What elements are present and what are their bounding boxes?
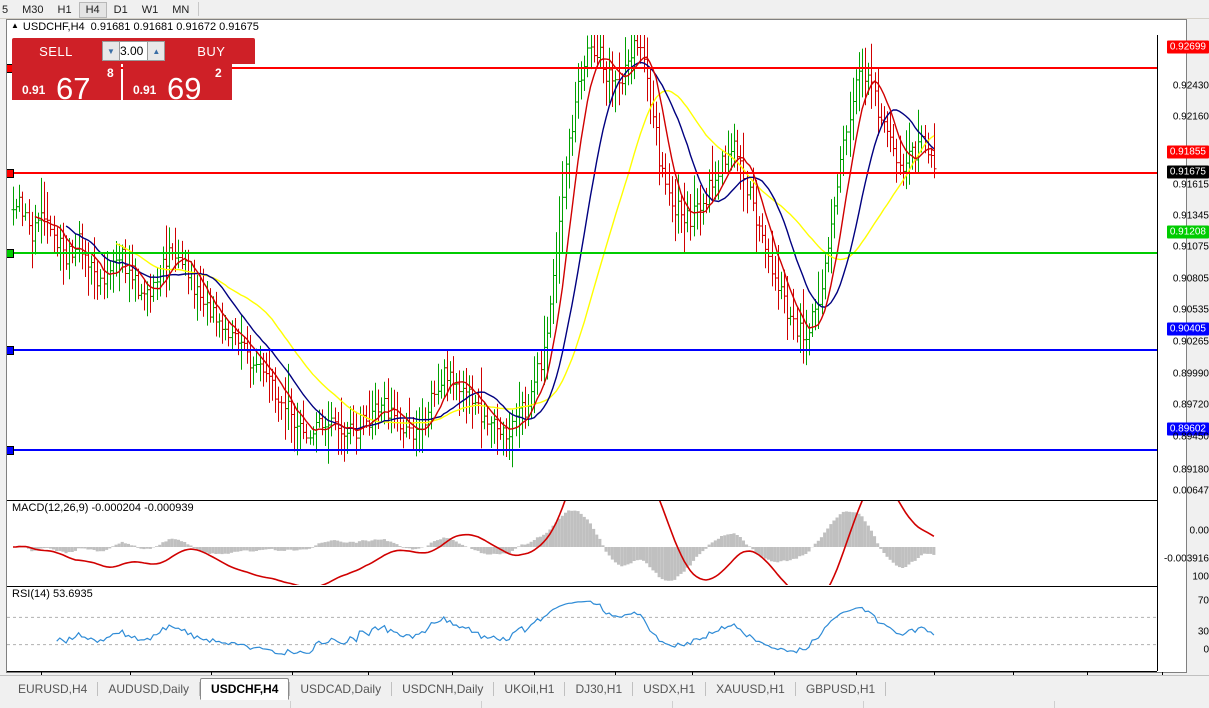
price-tick: 0.90405 [1167,323,1209,336]
price-tick: 0.89180 [1173,465,1209,476]
timeframe-w1[interactable]: W1 [135,2,166,18]
symbol-tab-usdx-h1[interactable]: USDX,H1 [633,679,705,699]
price-pane[interactable] [7,35,1157,498]
price-tick: 0.89990 [1173,369,1209,380]
level-line-resistance-mid[interactable] [7,172,1157,174]
rsi-tick: 30 [1198,627,1209,638]
buy-price-prefix: 0.91 [133,83,156,97]
macd-tick: 0.00647 [1173,486,1209,497]
timeframe-m30[interactable]: M30 [15,2,50,18]
rsi-tick: 100 [1192,572,1209,583]
one-click-trading-panel[interactable]: SELL ▼ 3.00 ▲ BUY 0.91 67 8 0.91 69 2 [12,38,232,100]
buy-price-tile[interactable]: 0.91 69 2 [123,64,232,100]
chart-ohlc-values: 0.91681 0.91681 0.91672 0.91675 [91,21,259,33]
symbol-tab-usdcnh-daily[interactable]: USDCNH,Daily [392,679,493,699]
volume-decrease-icon[interactable]: ▼ [102,41,120,61]
sell-price-tile[interactable]: 0.91 67 8 [12,64,121,100]
one-click-trading-top-row: SELL ▼ 3.00 ▲ BUY [12,38,232,64]
macd-pane[interactable]: MACD(12,26,9) -0.000204 -0.000939 [7,500,1157,586]
volume-stepper[interactable]: ▼ 3.00 ▲ [100,38,167,64]
sell-button[interactable]: SELL [12,38,100,64]
level-handle[interactable] [7,446,14,455]
macd-tick: 0.00 [1190,526,1209,537]
symbol-tab-usdchf-h4[interactable]: USDCHF,H4 [200,678,289,700]
one-click-trading-prices: 0.91 67 8 0.91 69 2 [12,64,232,100]
volume-increase-icon[interactable]: ▲ [147,41,165,61]
level-line-support-green[interactable] [7,252,1157,254]
timeframe-mn[interactable]: MN [165,2,196,18]
buy-button[interactable]: BUY [167,38,255,64]
buy-price-main: 69 [167,72,201,100]
rsi-pane[interactable]: RSI(14) 53.6935 [7,586,1157,672]
sell-price-fraction: 8 [107,66,114,80]
price-tick: 0.89720 [1173,400,1209,411]
collapse-triangle-icon[interactable]: ▲ [11,21,19,30]
macd-tick: -0.003916 [1164,554,1209,565]
symbol-tab-usdcad-daily[interactable]: USDCAD,Daily [290,679,391,699]
timeframe-h4[interactable]: H4 [79,2,107,18]
level-handle[interactable] [7,346,14,355]
price-tick: 0.91345 [1173,211,1209,222]
price-tick: 0.90535 [1173,305,1209,316]
price-tick: 0.92430 [1173,81,1209,92]
rsi-tick: 0 [1203,645,1209,656]
price-tick: 0.91208 [1167,226,1209,239]
macd-label: MACD(12,26,9) -0.000204 -0.000939 [12,502,194,514]
price-tick: 0.91075 [1173,242,1209,253]
chart-window[interactable]: ▲ USDCHF,H4 0.91681 0.91681 0.91672 0.9167… [6,19,1187,673]
level-line-support-blue-upper[interactable] [7,349,1157,351]
symbol-tab-dj30-h1[interactable]: DJ30,H1 [565,679,632,699]
price-tick: 0.92699 [1167,41,1209,54]
chart-title-bar: ▲ USDCHF,H4 0.91681 0.91681 0.91672 0.9167… [7,20,259,36]
symbol-tab-xauusd-h1[interactable]: XAUUSD,H1 [706,679,795,699]
symbol-tab-gbpusd-h1[interactable]: GBPUSD,H1 [796,679,885,699]
tab-divider [885,682,886,696]
price-chart-svg [7,35,1157,498]
price-tick: 0.92160 [1173,112,1209,123]
price-tick: 0.91855 [1167,146,1209,159]
symbol-tab-ukoil-h1[interactable]: UKOil,H1 [494,679,564,699]
symbol-tab-audusd-daily[interactable]: AUDUSD,Daily [98,679,199,699]
sell-price-main: 67 [56,72,90,100]
toolbar-divider [198,2,199,16]
buy-price-fraction: 2 [215,66,222,80]
price-tick: 0.90265 [1173,337,1209,348]
rsi-tick: 70 [1198,596,1209,607]
volume-input[interactable]: 3.00 [120,41,147,61]
timeframe-d1[interactable]: D1 [107,2,135,18]
rsi-chart-svg [7,587,1157,671]
price-tick: 0.90805 [1173,274,1209,285]
sell-price-prefix: 0.91 [22,83,45,97]
price-tick: 0.91615 [1173,180,1209,191]
rsi-label: RSI(14) 53.6935 [12,588,93,600]
symbol-tab-eurusd-h4[interactable]: EURUSD,H4 [8,679,97,699]
level-line-support-blue-lower[interactable] [7,449,1157,451]
price-tick: 0.91675 [1167,166,1209,179]
level-handle[interactable] [7,249,14,258]
timeframe-5[interactable]: 5 [0,2,15,18]
timeframe-h1[interactable]: H1 [51,2,79,18]
chart-symbol-label: USDCHF,H4 [23,21,85,33]
price-tick: 0.89450 [1173,432,1209,443]
level-handle[interactable] [7,169,14,178]
price-axis-divider [1157,35,1188,671]
